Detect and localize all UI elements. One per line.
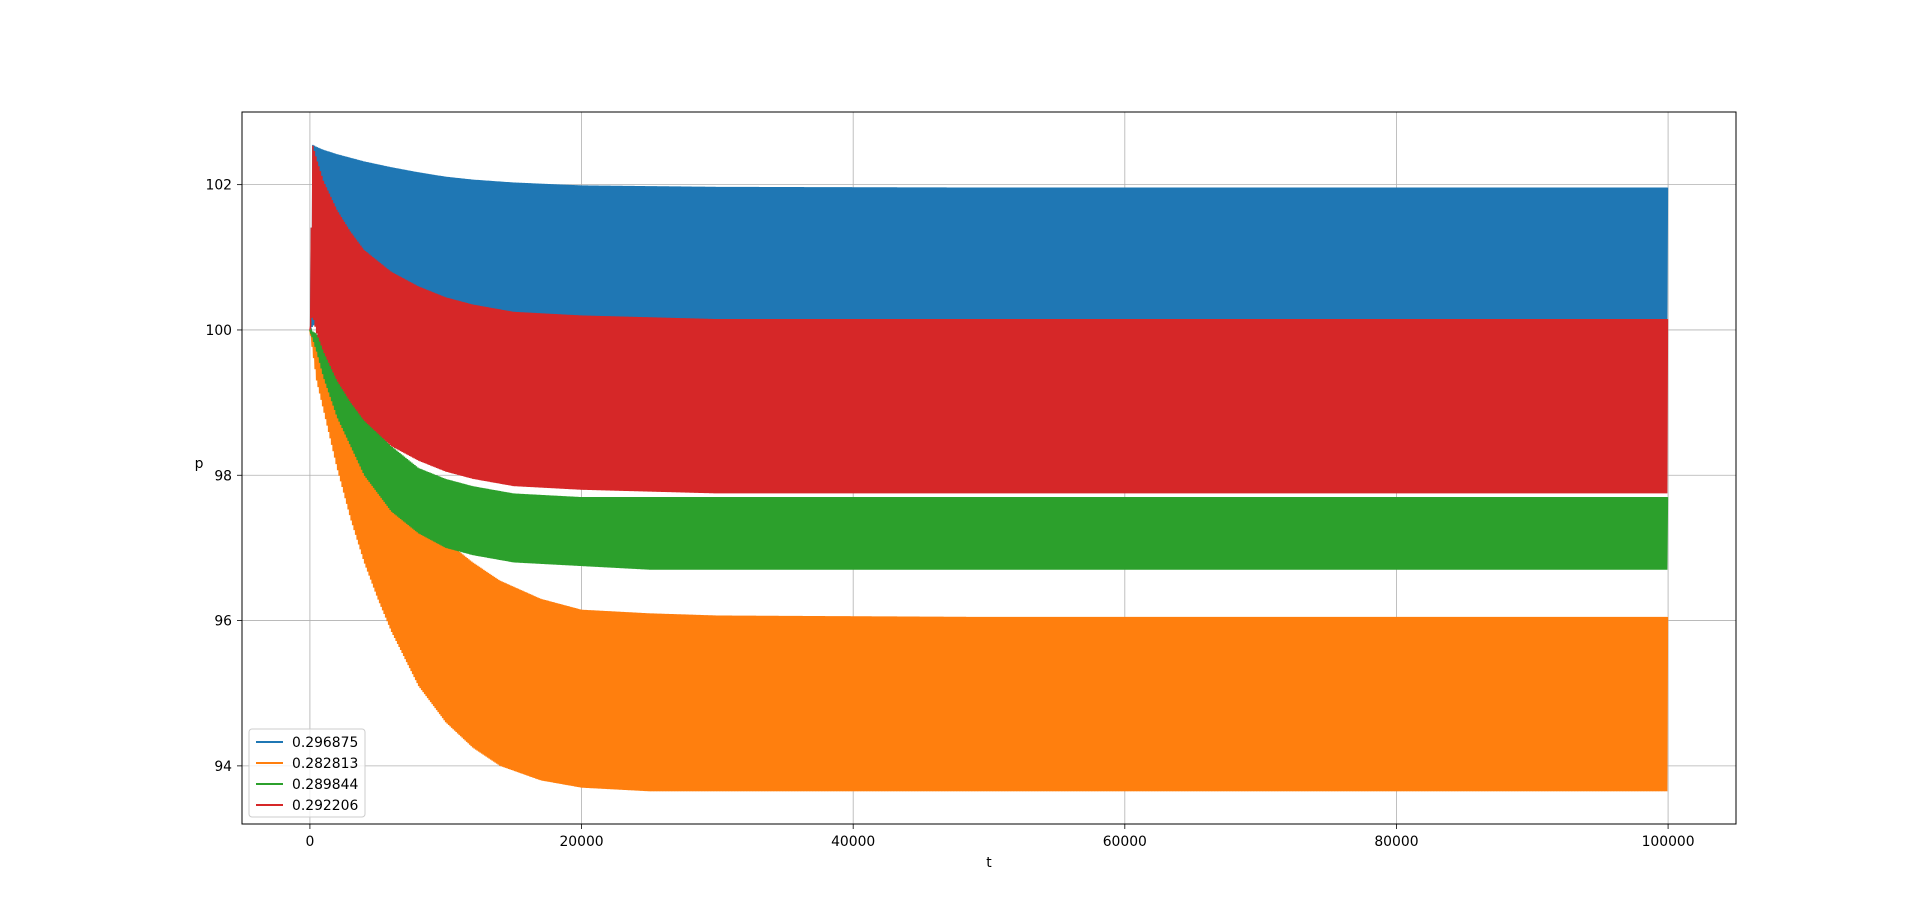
x-tick-label: 20000 <box>559 834 603 850</box>
x-tick-label: 80000 <box>1374 834 1418 850</box>
x-axis-label: t <box>986 855 992 871</box>
y-tick-label: 102 <box>205 178 232 194</box>
plot-area <box>309 144 1669 792</box>
legend-box <box>248 728 366 818</box>
y-axis: 94 96 98 100 102 <box>205 178 242 775</box>
x-tick-label: 60000 <box>1103 834 1147 850</box>
x-axis: 0 20000 40000 60000 80000 100000 <box>305 824 1695 850</box>
y-tick-label: 100 <box>205 323 232 339</box>
y-tick-label: 98 <box>214 468 232 484</box>
series-line-4 <box>309 145 1669 494</box>
axes-frame <box>241 111 1737 825</box>
legend-label: 0.289844 <box>292 777 358 793</box>
x-tick-label: 40000 <box>831 834 875 850</box>
series-line-3 <box>309 328 1669 570</box>
y-tick-label: 96 <box>214 614 232 630</box>
x-tick-label: 0 <box>305 834 314 850</box>
y-axis-label: p <box>195 456 204 472</box>
legend-label: 0.282813 <box>292 756 358 772</box>
y-tick-label: 94 <box>214 759 232 775</box>
x-tick-label: 100000 <box>1642 834 1695 850</box>
legend-label: 0.292206 <box>292 798 358 814</box>
legend: 0.296875 0.282813 0.289844 0.292206 <box>248 728 366 818</box>
series-line-2 <box>309 329 1669 792</box>
legend-label: 0.296875 <box>292 735 358 751</box>
